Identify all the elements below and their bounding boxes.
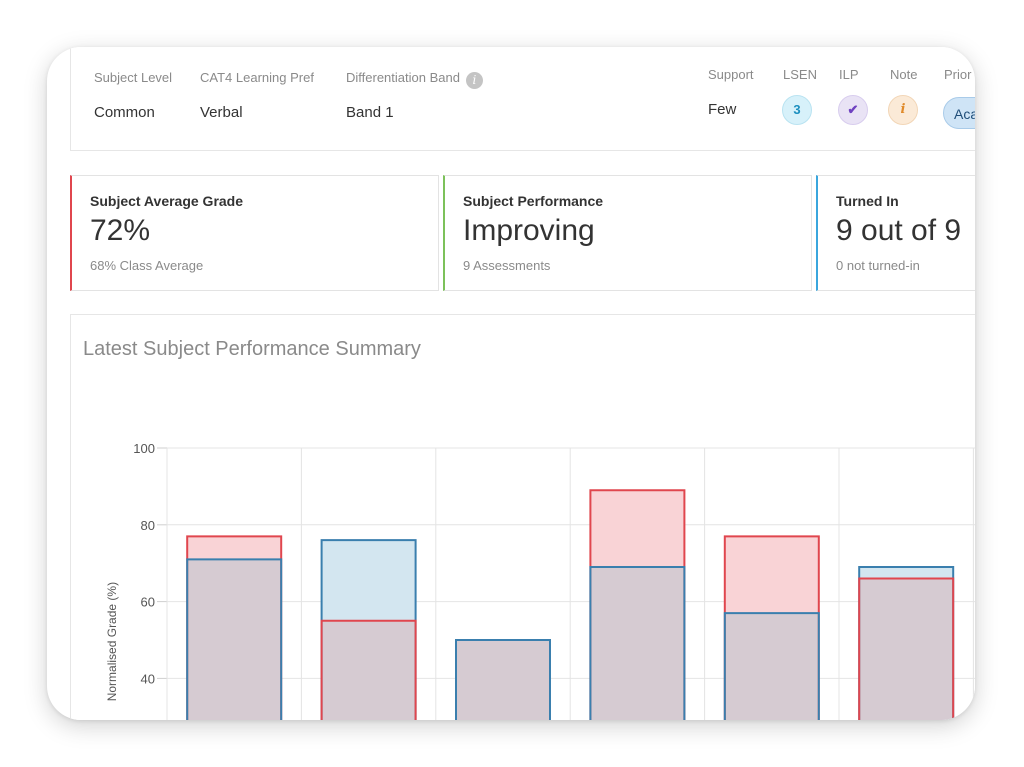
subject-level-label: Subject Level [94, 70, 173, 85]
ilp-label: ILP [839, 67, 859, 82]
bar-overlap [187, 559, 282, 720]
bar-fill [456, 640, 550, 720]
performance-chart: 40 60 80 100 Normalised Grade (%) [105, 441, 975, 720]
card-subtext: 9 Assessments [463, 258, 551, 273]
lsen-label: LSEN [783, 67, 817, 82]
differentiation-band-label: Differentiation Band [346, 70, 460, 85]
cat4-label: CAT4 Learning Pref [200, 70, 314, 85]
support-value: Few [708, 101, 737, 118]
differentiation-band-header: Differentiation Band i [346, 70, 483, 89]
card-subtext: 68% Class Average [90, 258, 204, 273]
subject-level-value: Common [94, 104, 155, 121]
bar-series-2 [455, 639, 551, 720]
turned-in-card[interactable]: Turned In 9 out of 9 0 not turned-in [816, 175, 975, 291]
y-axis-title: Normalised Grade (%) [105, 582, 119, 701]
card-value: Improving [463, 214, 595, 247]
bar-series-2 [589, 566, 686, 720]
bar-series-2 [186, 558, 283, 720]
card-title: Subject Performance [463, 193, 604, 209]
note-label: Note [890, 67, 918, 82]
bar-series-1 [320, 619, 417, 720]
bar-series-2 [723, 612, 820, 720]
app-window: Subject Level Common CAT4 Learning Pref … [47, 47, 975, 720]
y-tick-label: 40 [141, 671, 155, 686]
note-icon[interactable]: i [888, 95, 918, 125]
card-value: 72% [90, 214, 151, 247]
bar-overlap [724, 613, 819, 720]
bar-overlap [590, 567, 685, 720]
priority-label: Prior [944, 67, 972, 82]
priority-button[interactable]: Aca [943, 97, 975, 129]
bar-series-1 [858, 577, 955, 720]
y-tick-label: 80 [141, 518, 155, 533]
ilp-badge[interactable]: ✔ [838, 95, 868, 125]
lsen-badge[interactable]: 3 [782, 95, 812, 125]
info-icon[interactable]: i [465, 72, 483, 89]
bar-overlap [859, 578, 954, 720]
card-value: 9 out of 9 [836, 214, 962, 247]
card-subtext: 0 not turned-in [836, 258, 920, 273]
card-title: Turned In [836, 193, 899, 209]
card-title: Subject Average Grade [90, 193, 244, 209]
chart-title: Latest Subject Performance Summary [83, 338, 421, 360]
differentiation-band-value: Band 1 [346, 104, 394, 121]
average-grade-card[interactable]: Subject Average Grade 72% 68% Class Aver… [70, 175, 439, 291]
performance-card[interactable]: Subject Performance Improving 9 Assessme… [443, 175, 812, 291]
y-tick-label: 60 [141, 595, 155, 610]
bar-overlap [321, 620, 416, 720]
checkmark-icon: ✔ [847, 102, 859, 117]
cat4-value: Verbal [200, 104, 243, 121]
student-info-panel [70, 47, 975, 151]
support-label: Support [708, 67, 754, 82]
y-tick-label: 100 [133, 441, 155, 456]
